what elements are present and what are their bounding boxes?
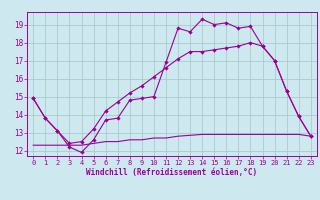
X-axis label: Windchill (Refroidissement éolien,°C): Windchill (Refroidissement éolien,°C) — [86, 168, 258, 177]
